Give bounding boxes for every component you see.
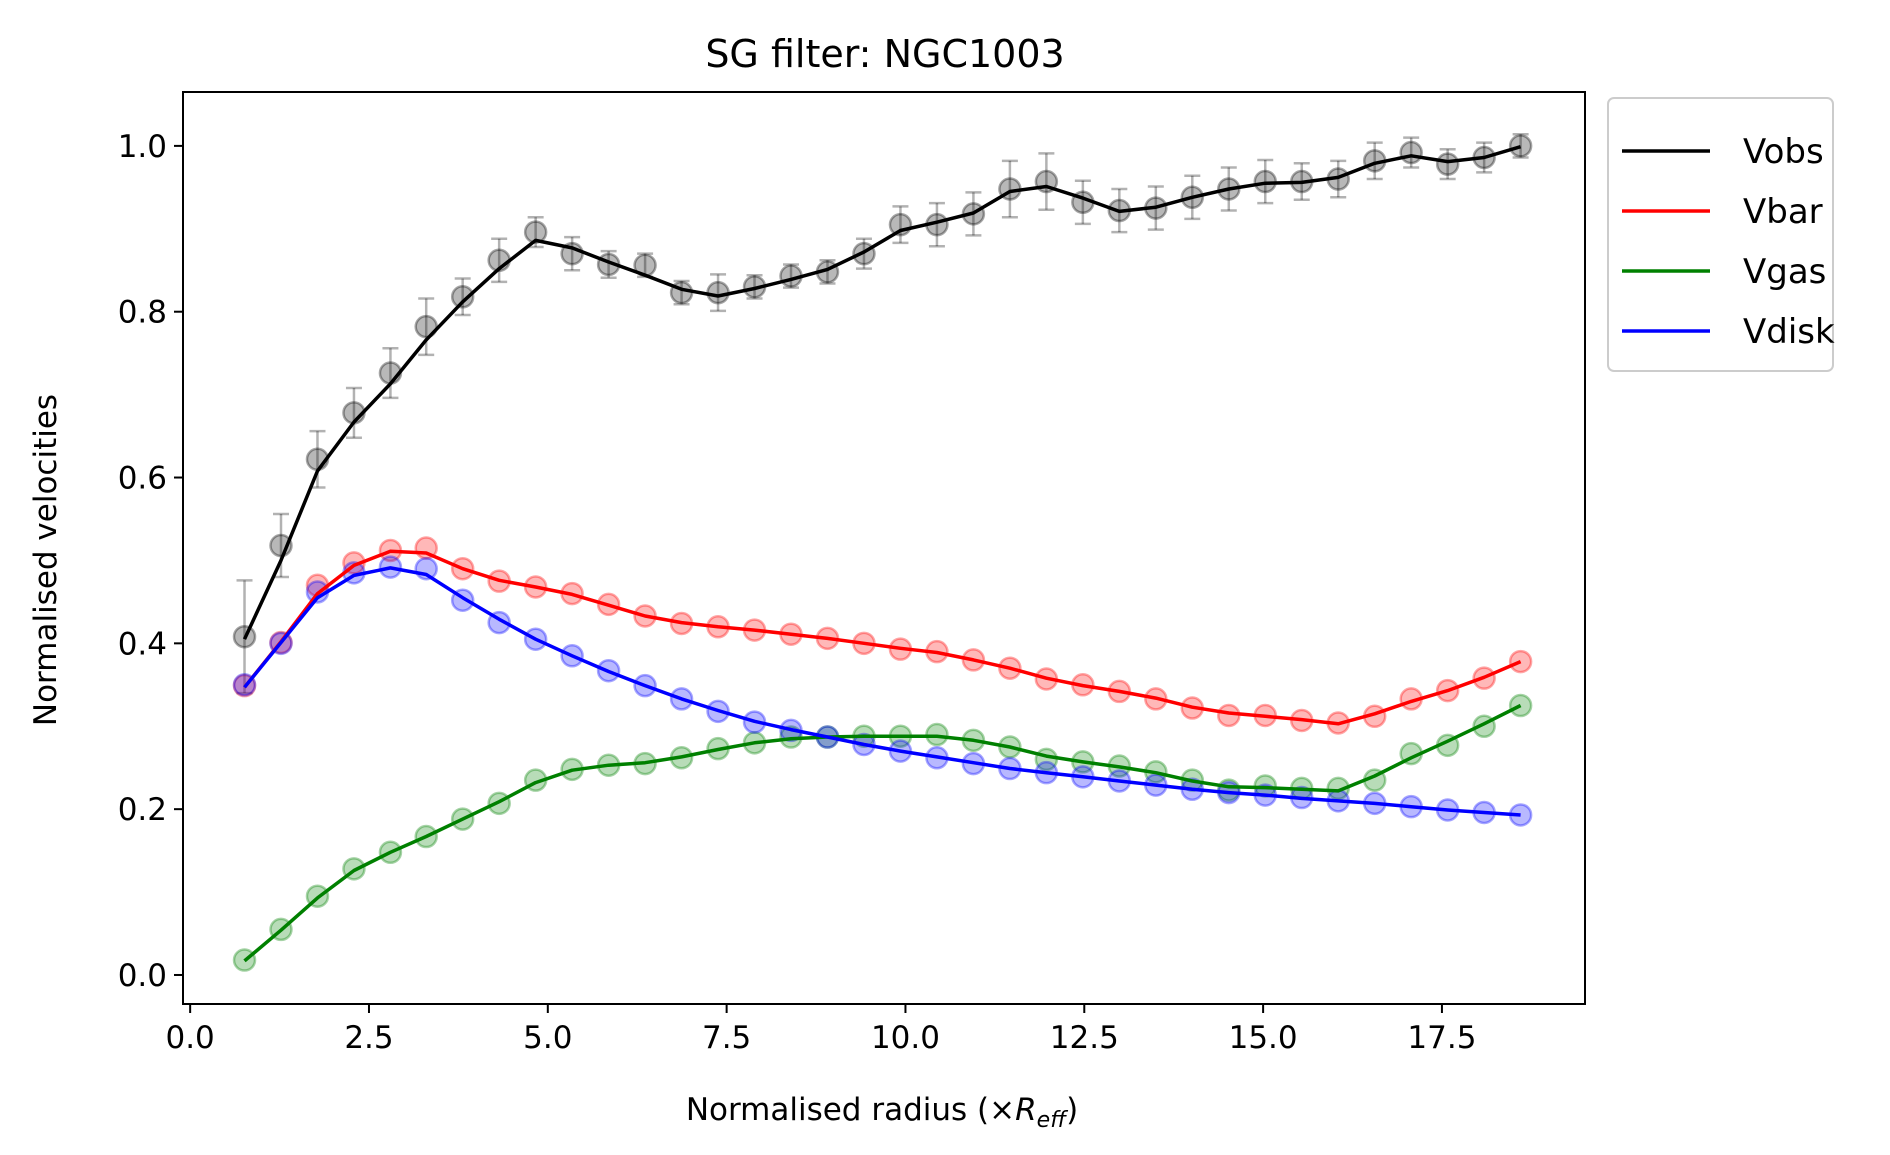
vgas-data-point xyxy=(1508,693,1533,718)
vgas-series-line xyxy=(243,703,1522,963)
legend-label-vdisk: Vdisk xyxy=(1743,312,1835,352)
x-axis-label-close: ) xyxy=(1066,1092,1078,1128)
plot-area xyxy=(182,91,1586,1005)
x-tick-label: 17.5 xyxy=(1407,1020,1476,1056)
legend-box xyxy=(1607,97,1834,372)
vobs-series-line xyxy=(242,145,1522,640)
y-tick-label: 0.2 xyxy=(118,792,167,828)
series-layer xyxy=(232,133,1533,972)
y-axis-label: Normalised velocities xyxy=(28,394,64,726)
vobs-data-point xyxy=(1399,140,1423,165)
axes-frame xyxy=(182,91,1586,1005)
x-axis-label-subscript: eff xyxy=(1037,1108,1069,1133)
legend-label-vobs: Vobs xyxy=(1743,132,1824,172)
vobs-data-point xyxy=(523,220,548,244)
vobs-data-point xyxy=(706,280,730,305)
x-tick-label: 12.5 xyxy=(1050,1020,1119,1056)
vbar-data-point xyxy=(1508,649,1533,674)
x-axis-label-math: R xyxy=(1015,1092,1037,1128)
vbar-series-line xyxy=(243,549,1522,726)
y-tick-label: 0.0 xyxy=(118,958,167,994)
y-tick-label: 0.8 xyxy=(118,295,167,331)
vdisk-series-line xyxy=(243,566,1521,817)
legend-label-vgas: Vgas xyxy=(1743,252,1826,292)
x-tick-label: 7.5 xyxy=(702,1020,751,1056)
y-tick-label: 0.6 xyxy=(118,461,167,497)
x-tick-label: 0.0 xyxy=(165,1020,214,1056)
chart-title: SG filter: NGC1003 xyxy=(705,32,1064,76)
x-tick-label: 10.0 xyxy=(871,1020,940,1056)
vobs-data-point xyxy=(450,285,475,309)
x-axis-label: Normalised radius (×Reff) xyxy=(686,1092,1078,1133)
legend-label-vbar: Vbar xyxy=(1743,192,1823,232)
vbar-data-point xyxy=(1217,703,1241,728)
y-tick-label: 1.0 xyxy=(118,129,167,165)
y-tick-label: 0.4 xyxy=(118,626,167,662)
legend: Vobs Vbar Vgas Vdisk xyxy=(1607,97,1835,372)
legend-items: Vobs Vbar Vgas Vdisk xyxy=(1622,132,1835,352)
x-axis-ticks: 0.0 2.5 5.0 7.5 10.0 12.5 15.0 17.5 xyxy=(165,1004,1476,1056)
y-axis-ticks: 0.0 0.2 0.4 0.6 0.8 1.0 xyxy=(118,129,183,994)
x-tick-label: 2.5 xyxy=(344,1020,393,1056)
vobs-data-point xyxy=(1508,134,1533,158)
x-tick-label: 15.0 xyxy=(1229,1020,1298,1056)
vobs-data-point xyxy=(1435,152,1460,176)
x-tick-label: 5.0 xyxy=(523,1020,572,1056)
x-axis-label-text: Normalised radius (× xyxy=(686,1092,1015,1128)
